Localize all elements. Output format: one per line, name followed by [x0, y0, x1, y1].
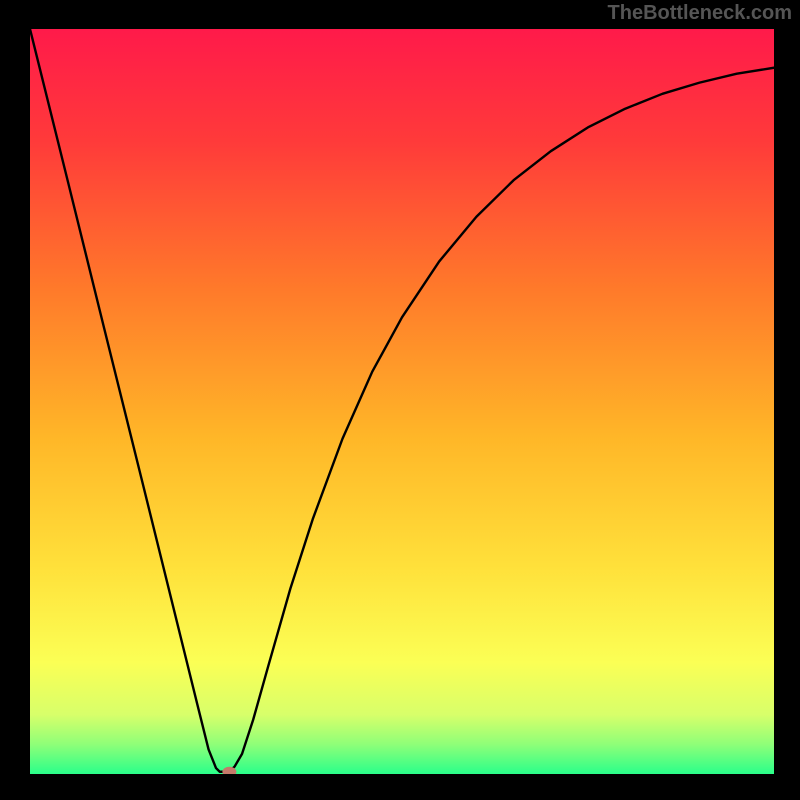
frame-left: [0, 0, 30, 800]
chart-container: TheBottleneck.com: [0, 0, 800, 800]
bottleneck-plot: [30, 29, 774, 774]
frame-bottom: [0, 774, 800, 800]
frame-right: [774, 0, 800, 800]
watermark-text: TheBottleneck.com: [608, 2, 792, 25]
plot-background: [30, 29, 774, 774]
